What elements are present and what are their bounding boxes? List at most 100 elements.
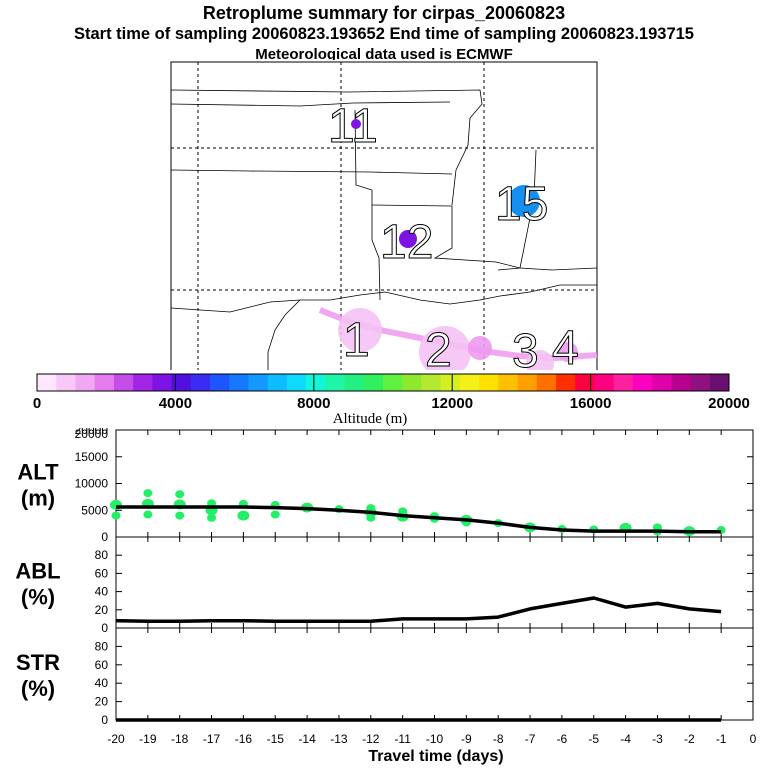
colorbar-swatch [267,374,288,391]
colorbar-swatch [344,374,365,391]
panel-ylabel: STR [16,650,60,675]
day-marker: 3 [512,325,539,370]
colorbar-swatch [402,374,422,391]
chart-title: Retroplume summary for cirpas_20060823 [202,3,566,23]
colorbar-swatch [248,374,269,391]
alt-point [237,510,250,521]
alt-point [270,510,280,519]
colorbar-axis-label: Altitude (m) [333,411,408,427]
colorbar-swatch [152,374,173,391]
x-tick-label: -18 [171,732,189,746]
location-markers [351,119,540,248]
x-tick-label: -4 [620,732,631,746]
y-tick-label: 80 [95,548,109,562]
panel-str: 0 20 40 60 80 STR(%) [16,627,754,727]
y-tick-label: 60 [95,566,109,580]
colorbar-swatch [536,374,557,391]
alt-point [366,513,376,522]
x-tick-label: -17 [203,732,221,746]
colorbar-swatch [383,374,403,391]
colorbar-swatch [517,374,538,391]
panel-frame [115,536,754,629]
alt-point [175,511,185,520]
colorbar-swatch [133,374,153,391]
day-marker: 11 [328,100,378,153]
x-tick-label: -2 [684,732,695,746]
colorbar-tick-label: 4000 [159,395,192,412]
colorbar-tick-label: 16000 [570,395,612,412]
colorbar-swatch [325,374,346,391]
colorbar-swatch [479,374,499,391]
colorbar-swatch [37,374,57,391]
colorbar-swatch [556,374,576,391]
x-tick-label: -12 [362,732,380,746]
plume-cloud [468,336,492,360]
day-marker: 2 [425,324,452,370]
altitude-colorbar: 0 4000 8000 12000 16000 20000 Altitude (m) [33,373,750,427]
alt-line [116,505,722,534]
plume-cloud [558,342,578,362]
location-dot [399,230,417,248]
colorbar-swatch [671,374,692,391]
x-tick-label: -6 [557,732,568,746]
x-tick-label: -10 [426,732,444,746]
day-marker: 4 [552,322,579,370]
y-tick-label: 15000 [75,450,109,464]
x-tick-label: -9 [461,732,472,746]
x-tick-label: -1 [716,732,727,746]
x-tick-label: -5 [588,732,599,746]
x-tick-label: -20 [107,732,125,746]
panel-frame [115,627,754,721]
retroplume-map: 11 12 15 1 2 3 4 [170,61,598,370]
colorbar-swatch [594,374,615,391]
y-tick-label: 0 [101,621,108,635]
panel-yunit: (%) [21,676,55,701]
panel-yunit: (%) [21,585,55,610]
x-tick-label: -19 [139,732,157,746]
y-tick-label: 0 [101,713,108,727]
y-tick-label: 5000 [81,503,108,517]
colorbar-swatch [94,374,115,391]
x-tick-label: -11 [394,732,411,746]
x-tick-label: -13 [330,732,348,746]
panel-ylabel: ABL [15,559,60,584]
y-tick-label: 20 [95,603,109,617]
panel-abl: 0 20 40 60 80 ABL(%) [15,536,754,635]
colorbar-tick-label: 0 [33,395,41,412]
colorbar-swatch [210,374,230,391]
x-tick-label: 0 [750,732,757,746]
location-dot [508,185,540,217]
colorbar-swatch [286,374,307,391]
x-tick-label: -8 [493,732,504,746]
map-borders [170,89,598,370]
colorbar-swatch [229,374,249,391]
colorbar-tick-label: 8000 [297,395,330,412]
y-tick-label: 0 [101,530,108,544]
colorbar-swatch [459,374,480,391]
day-marker: 15 [495,178,548,231]
colorbar-tick-label: 12000 [431,395,473,412]
plume-cloud [419,326,471,370]
day-marker: 1 [343,314,370,367]
panel-yunit: (m) [21,486,55,511]
x-tick-label: -16 [235,732,253,746]
colorbar-swatch [171,374,192,391]
colorbar-swatch [498,374,519,391]
colorbar-swatch [306,374,326,391]
colorbar-swatch [113,374,134,391]
colorbar-swatch [632,374,653,391]
abl-line [115,596,722,623]
colorbar-swatch [709,374,730,391]
alt-point [143,489,153,498]
x-tick-label: -14 [298,732,316,746]
colorbar-swatch [613,374,634,391]
x-tick-label: -7 [525,732,536,746]
x-axis-label: Travel time (days) [368,748,503,765]
colorbar-swatch [690,374,711,391]
alt-point [143,510,153,519]
alt-point [175,490,185,499]
colorbar-swatch [440,374,461,391]
met-data-note: Meteorological data used is ECMWF [255,46,513,60]
colorbar-swatch [575,374,595,391]
